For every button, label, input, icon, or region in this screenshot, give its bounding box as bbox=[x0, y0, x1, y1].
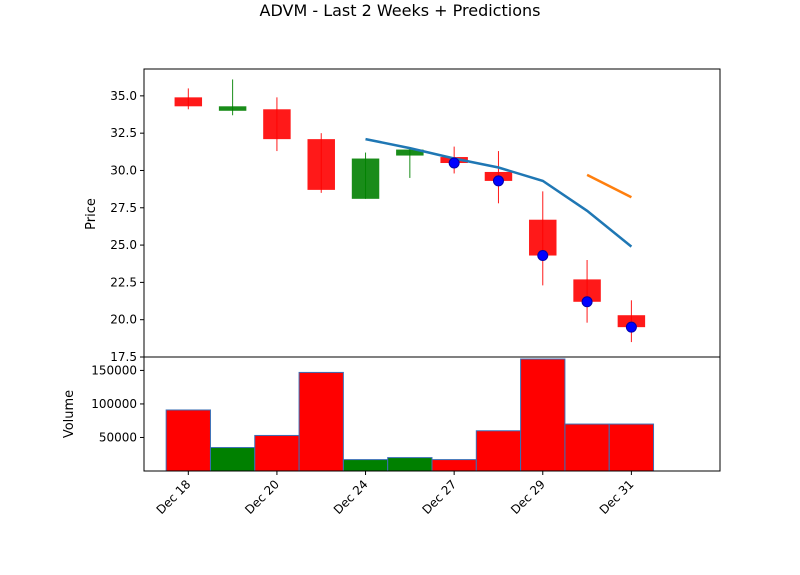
volume-bar bbox=[431, 459, 477, 472]
close-marker bbox=[625, 321, 637, 333]
price-tick-label: 20.0 bbox=[110, 313, 137, 327]
close-marker bbox=[492, 175, 504, 187]
volume-frame bbox=[143, 356, 721, 472]
close-marker bbox=[581, 296, 593, 308]
volume-axis-label: Volume bbox=[62, 390, 77, 438]
close-marker bbox=[537, 250, 549, 262]
price-tick-label: 25.0 bbox=[110, 238, 137, 252]
price-tick-label: 30.0 bbox=[110, 163, 137, 177]
price-axis-label: Price bbox=[84, 198, 99, 230]
candle-body bbox=[573, 279, 601, 302]
candle-body bbox=[351, 158, 380, 199]
volume-bar bbox=[342, 459, 389, 472]
prediction-line bbox=[586, 173, 632, 199]
price-tick-label: 22.5 bbox=[110, 275, 137, 289]
volume-bar bbox=[298, 371, 344, 472]
x-tick-label: Dec 18 bbox=[154, 477, 194, 517]
candle-body bbox=[263, 109, 291, 140]
volume-tick-label: 50000 bbox=[99, 430, 137, 444]
volume-bar bbox=[254, 434, 300, 472]
candle-body bbox=[529, 219, 557, 256]
volume-bar bbox=[209, 447, 256, 472]
volume-bar bbox=[564, 423, 610, 472]
prediction-line bbox=[365, 137, 633, 248]
price-tick-label: 17.5 bbox=[110, 350, 137, 364]
close-marker bbox=[448, 157, 460, 169]
volume-bar bbox=[520, 358, 566, 472]
x-tick-label: Dec 24 bbox=[331, 477, 371, 517]
price-frame bbox=[143, 68, 721, 358]
chart-title: ADVM - Last 2 Weeks + Predictions bbox=[260, 1, 541, 20]
candle-body bbox=[617, 315, 646, 328]
volume-bar bbox=[475, 430, 522, 472]
x-tick-label: Dec 31 bbox=[597, 477, 637, 517]
price-panel: 17.5 20.0 22.5 25.0 27.5 30.0 32.5 35.0 bbox=[110, 68, 721, 364]
x-tick-label: Dec 27 bbox=[419, 477, 459, 517]
volume-panel: 50000 100000 150000 Dec 18 Dec 20 Dec 24 Dec 2… bbox=[91, 356, 721, 517]
price-tick-label: 32.5 bbox=[110, 126, 137, 140]
volume-bar bbox=[387, 457, 433, 472]
price-tick-label: 27.5 bbox=[110, 201, 137, 215]
volume-tick-label: 150000 bbox=[91, 363, 137, 377]
candle-body bbox=[174, 97, 203, 107]
candle-body bbox=[218, 106, 247, 111]
price-tick-label: 35.0 bbox=[110, 89, 137, 103]
volume-bar bbox=[165, 409, 211, 472]
volume-bar bbox=[608, 423, 655, 472]
candle-body bbox=[307, 139, 335, 190]
x-tick-label: Dec 29 bbox=[508, 477, 548, 517]
volume-tick-label: 100000 bbox=[91, 397, 137, 411]
x-tick-label: Dec 20 bbox=[242, 477, 282, 517]
candle-body bbox=[396, 149, 424, 156]
